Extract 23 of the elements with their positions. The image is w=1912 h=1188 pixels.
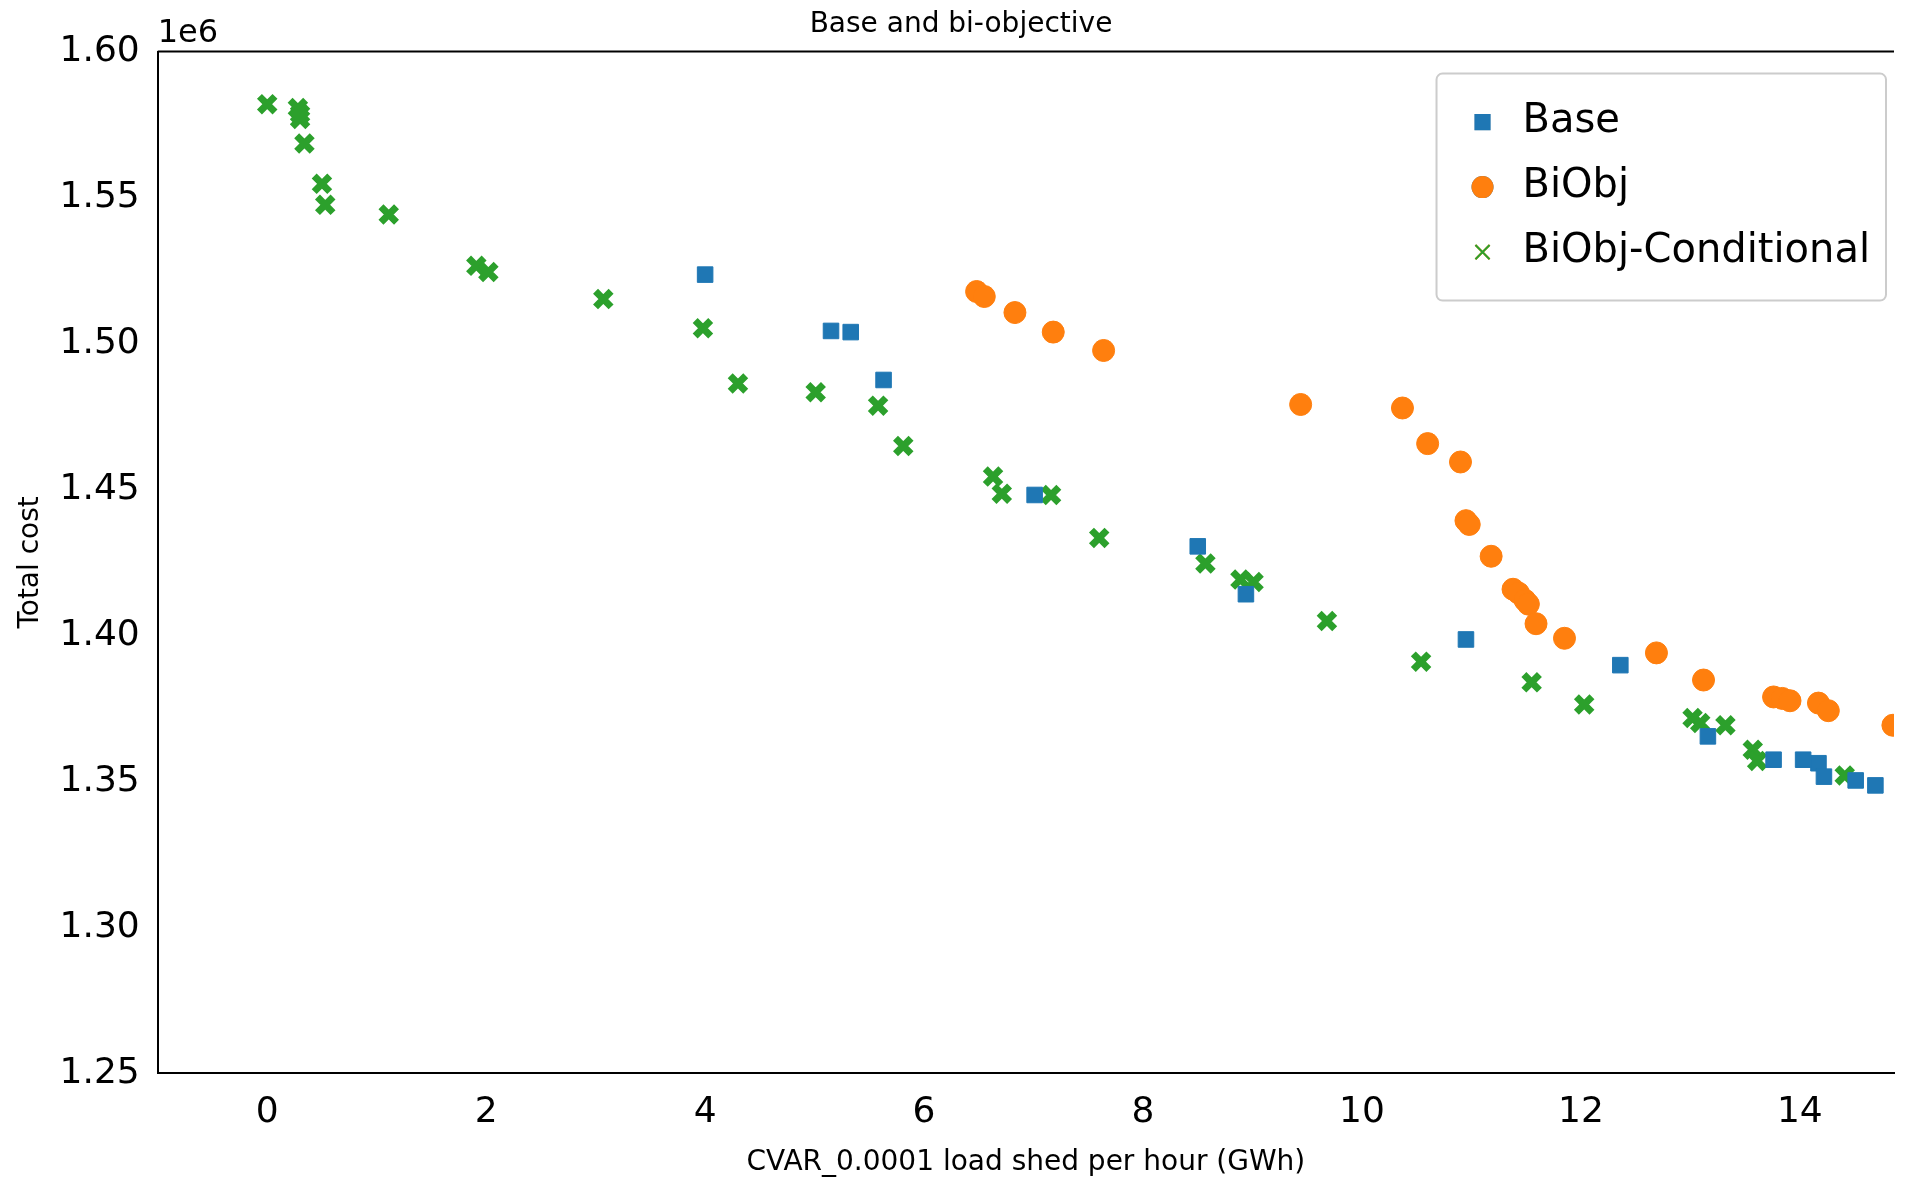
y-tick-label: 1.60: [59, 27, 140, 69]
x-tick-label: 2: [474, 1089, 498, 1131]
text: 1e6: [157, 11, 219, 50]
x-tick-label: 10: [1339, 1089, 1385, 1131]
legend-label: Base: [1522, 95, 1620, 142]
y-axis-title: Total cost: [12, 496, 46, 630]
legend-label: BiObj: [1522, 160, 1630, 207]
x-tick-label: 14: [1776, 1089, 1823, 1131]
x-tick-label: 0: [255, 1089, 279, 1131]
x-tick-label: 12: [1558, 1089, 1604, 1131]
y-tick-label: 1.45: [59, 465, 140, 507]
x-tick-label: 4: [693, 1089, 717, 1131]
y-tick-label: 1.30: [59, 903, 140, 945]
x-axis-title: CVAR_0.0001 load shed per hour (GWh): [746, 1144, 1306, 1178]
chart-title: Base and bi-objective: [809, 6, 1113, 40]
x-tick-label: 6: [912, 1089, 936, 1131]
y-tick-label: 1.55: [59, 173, 140, 215]
y-tick-label: 1.40: [59, 611, 140, 653]
legend-label: BiObj-Conditional: [1522, 225, 1870, 272]
y-tick-label: 1.50: [59, 319, 140, 361]
y-tick-label: 1.25: [59, 1049, 140, 1091]
y-tick-label: 1.35: [59, 757, 140, 799]
x-tick-label: 8: [1131, 1089, 1155, 1131]
